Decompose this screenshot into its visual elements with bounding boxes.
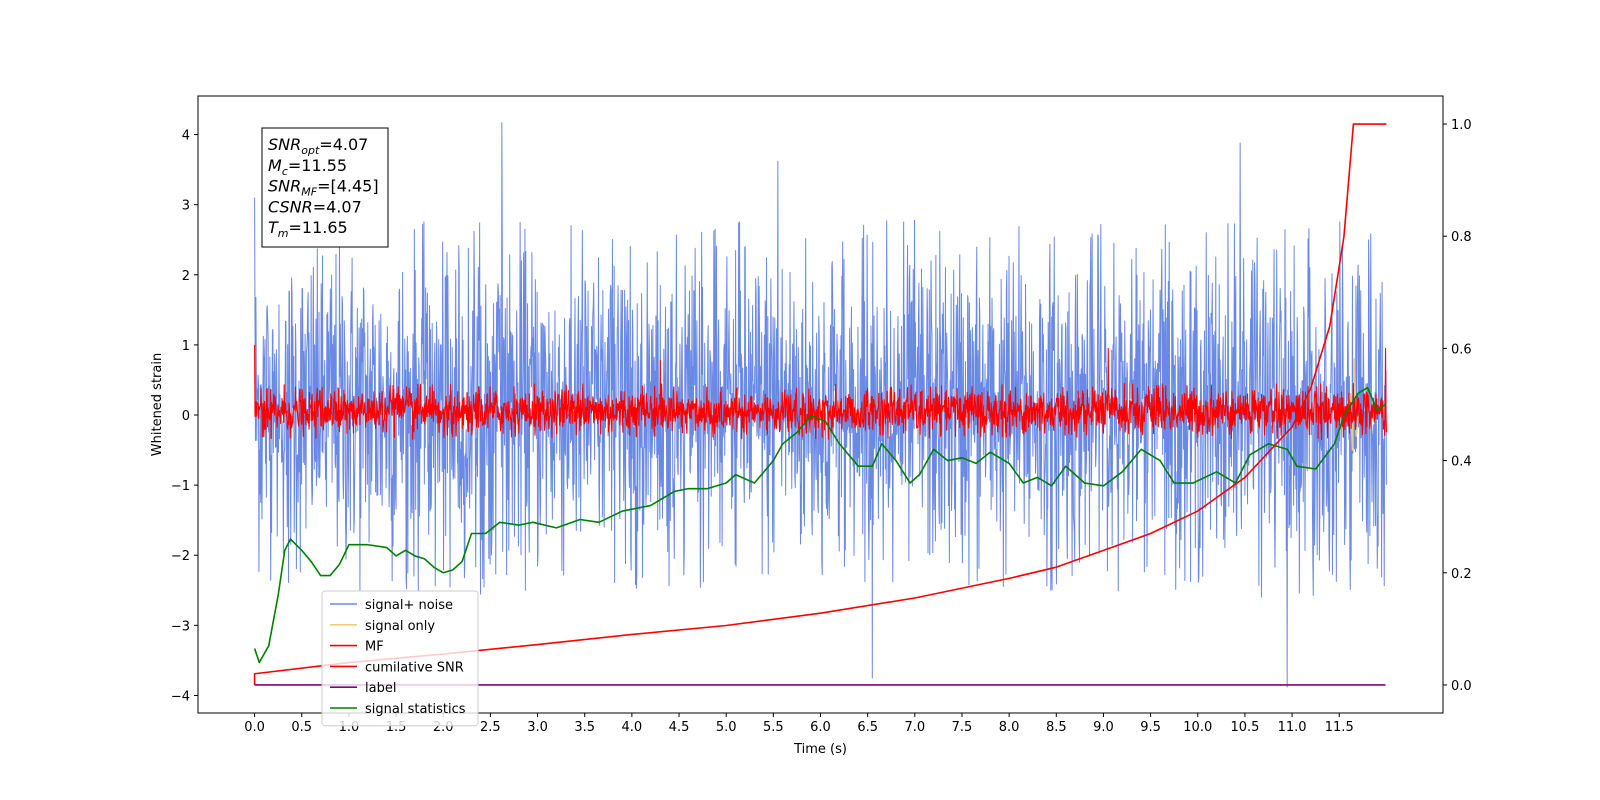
y-axis-label: Whitened strain xyxy=(150,353,165,456)
x-tick-label: 9.5 xyxy=(1140,720,1161,735)
annotation-line: SNRMF=[4.45] xyxy=(268,177,379,199)
legend-entry-label: signal only xyxy=(365,619,435,634)
legend-entry-label: MF xyxy=(365,640,384,655)
y-tick-label: 4 xyxy=(182,129,190,144)
x-tick-label: 10.5 xyxy=(1230,720,1259,735)
y-tick-label: −4 xyxy=(171,689,190,704)
x-tick-label: 5.0 xyxy=(716,720,737,735)
y-tick-label: 2 xyxy=(182,269,190,284)
annotation-line: CSNR=4.07 xyxy=(268,197,362,216)
legend-entry-label: signal+ noise xyxy=(365,598,453,613)
y2-tick-label: 0.4 xyxy=(1451,455,1472,470)
legend-entry-label: cumilative SNR xyxy=(365,660,464,675)
x-tick-label: 6.0 xyxy=(810,720,831,735)
annotation-box: SNRopt=4.07Mc=11.55SNRMF=[4.45]CSNR=4.07… xyxy=(261,127,389,248)
y-tick-label: 0 xyxy=(182,409,190,424)
x-tick-label: 4.5 xyxy=(669,720,690,735)
x-tick-label: 7.0 xyxy=(904,720,925,735)
legend-frame xyxy=(321,590,479,727)
x-tick-label: 5.5 xyxy=(763,720,784,735)
x-tick-label: 3.0 xyxy=(527,720,548,735)
x-tick-label: 3.5 xyxy=(574,720,595,735)
y2-tick-label: 0.0 xyxy=(1451,679,1472,694)
x-tick-label: 8.5 xyxy=(1046,720,1067,735)
x-tick-label: 10.0 xyxy=(1183,720,1212,735)
annotation-line: Mc=11.55 xyxy=(268,156,347,178)
x-tick-label: 7.5 xyxy=(952,720,973,735)
x-tick-label: 0.0 xyxy=(244,720,265,735)
x-tick-label: 9.0 xyxy=(1093,720,1114,735)
y2-tick-label: 1.0 xyxy=(1451,118,1472,133)
y-tick-label: 1 xyxy=(182,339,190,354)
y2-tick-label: 0.6 xyxy=(1451,342,1472,357)
y2-tick-label: 0.2 xyxy=(1451,567,1472,582)
annotation-line: Tm=11.65 xyxy=(268,218,348,240)
x-tick-label: 6.5 xyxy=(857,720,878,735)
legend-entry-label: label xyxy=(365,681,396,696)
x-tick-label: 11.5 xyxy=(1325,720,1354,735)
y-tick-label: −1 xyxy=(171,479,190,494)
annotation-line: SNRopt=4.07 xyxy=(268,135,368,157)
y-tick-label: 3 xyxy=(182,199,190,214)
x-tick-label: 4.0 xyxy=(622,720,643,735)
y-tick-label: −2 xyxy=(171,549,190,564)
x-tick-label: 2.5 xyxy=(480,720,501,735)
x-axis-label: Time (s) xyxy=(793,742,847,757)
x-tick-label: 11.0 xyxy=(1278,720,1307,735)
legend: signal+ noise signal only MF cumilative SNR… xyxy=(321,590,479,727)
y-axis-right: 0.0 0.2 0.4 0.6 0.8 1.0 xyxy=(1443,118,1472,694)
y-axis-left: −4 −3 −2 −1 0 1 2 3 4 xyxy=(171,129,198,704)
x-tick-label: 0.5 xyxy=(291,720,312,735)
y2-tick-label: 0.8 xyxy=(1451,230,1472,245)
y-tick-label: −3 xyxy=(171,619,190,634)
annotation-frame xyxy=(261,127,389,248)
legend-entry-label: signal statistics xyxy=(365,702,466,717)
series-mf xyxy=(254,344,1387,441)
series-signal-statistics xyxy=(253,386,1386,664)
x-tick-label: 8.0 xyxy=(999,720,1020,735)
